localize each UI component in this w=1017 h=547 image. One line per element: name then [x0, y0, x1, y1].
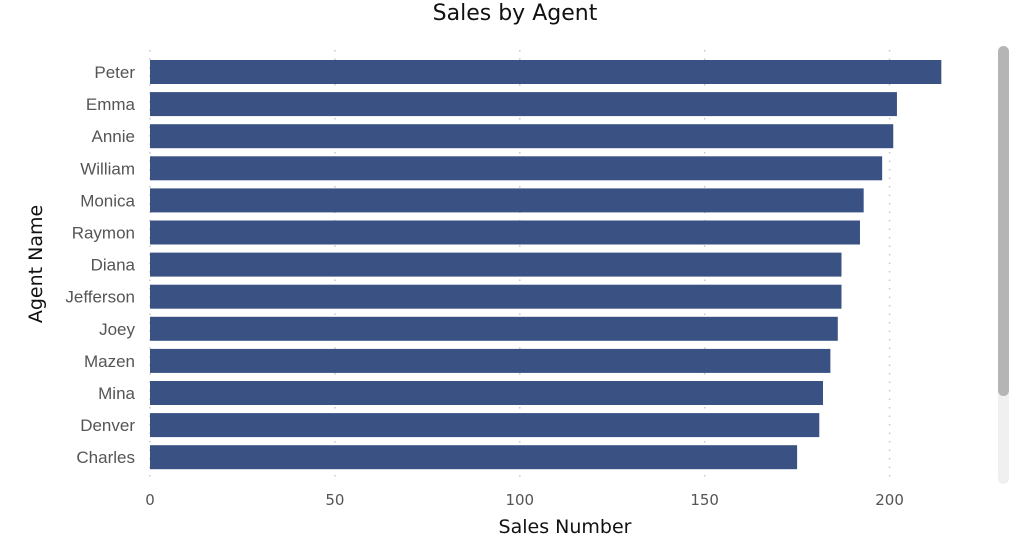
bar-mazen[interactable]	[150, 348, 831, 373]
bar-peter[interactable]	[150, 60, 942, 84]
x-tick-label: 0	[145, 491, 155, 509]
category-label: Peter	[94, 63, 135, 82]
bar-annie[interactable]	[150, 124, 894, 149]
bar-diana[interactable]	[150, 252, 842, 277]
category-label: Joey	[99, 320, 135, 339]
bar-joey[interactable]	[150, 316, 838, 341]
x-axis-ticks: 0 50 100 150 200	[145, 491, 904, 509]
category-label: Denver	[80, 416, 135, 435]
category-label: Charles	[76, 448, 135, 467]
x-tick-label: 100	[505, 491, 534, 509]
bar-charles[interactable]	[150, 445, 798, 470]
x-tick-label: 50	[325, 491, 344, 509]
bar-william[interactable]	[150, 156, 883, 181]
category-label: Mazen	[84, 352, 135, 371]
bar-monica[interactable]	[150, 188, 864, 213]
scrollbar-thumb[interactable]	[998, 46, 1009, 396]
x-axis-title: Sales Number	[498, 516, 632, 538]
x-tick-label: 200	[875, 491, 904, 509]
bar-emma[interactable]	[150, 92, 897, 117]
bar-jefferson[interactable]	[150, 284, 842, 309]
category-label: William	[80, 159, 135, 178]
x-tick-label: 150	[690, 491, 719, 509]
category-label: Diana	[91, 256, 136, 275]
bar-raymon[interactable]	[150, 220, 860, 245]
category-label: Mina	[98, 384, 135, 403]
y-axis-title: Agent Name	[25, 204, 47, 324]
chart-title: Sales by Agent	[432, 1, 598, 26]
vertical-scrollbar[interactable]	[998, 46, 1009, 484]
bar-denver[interactable]	[150, 413, 820, 438]
category-label: Monica	[80, 191, 135, 210]
bars	[150, 60, 942, 470]
category-label: Jefferson	[65, 288, 135, 307]
gridlines	[149, 50, 891, 480]
category-label: Annie	[92, 127, 135, 146]
category-label: Emma	[86, 95, 136, 114]
category-label: Raymon	[72, 224, 135, 243]
bar-mina[interactable]	[150, 381, 823, 405]
category-labels: Peter Emma Annie William Monica Raymon Diana Je…	[65, 63, 135, 467]
